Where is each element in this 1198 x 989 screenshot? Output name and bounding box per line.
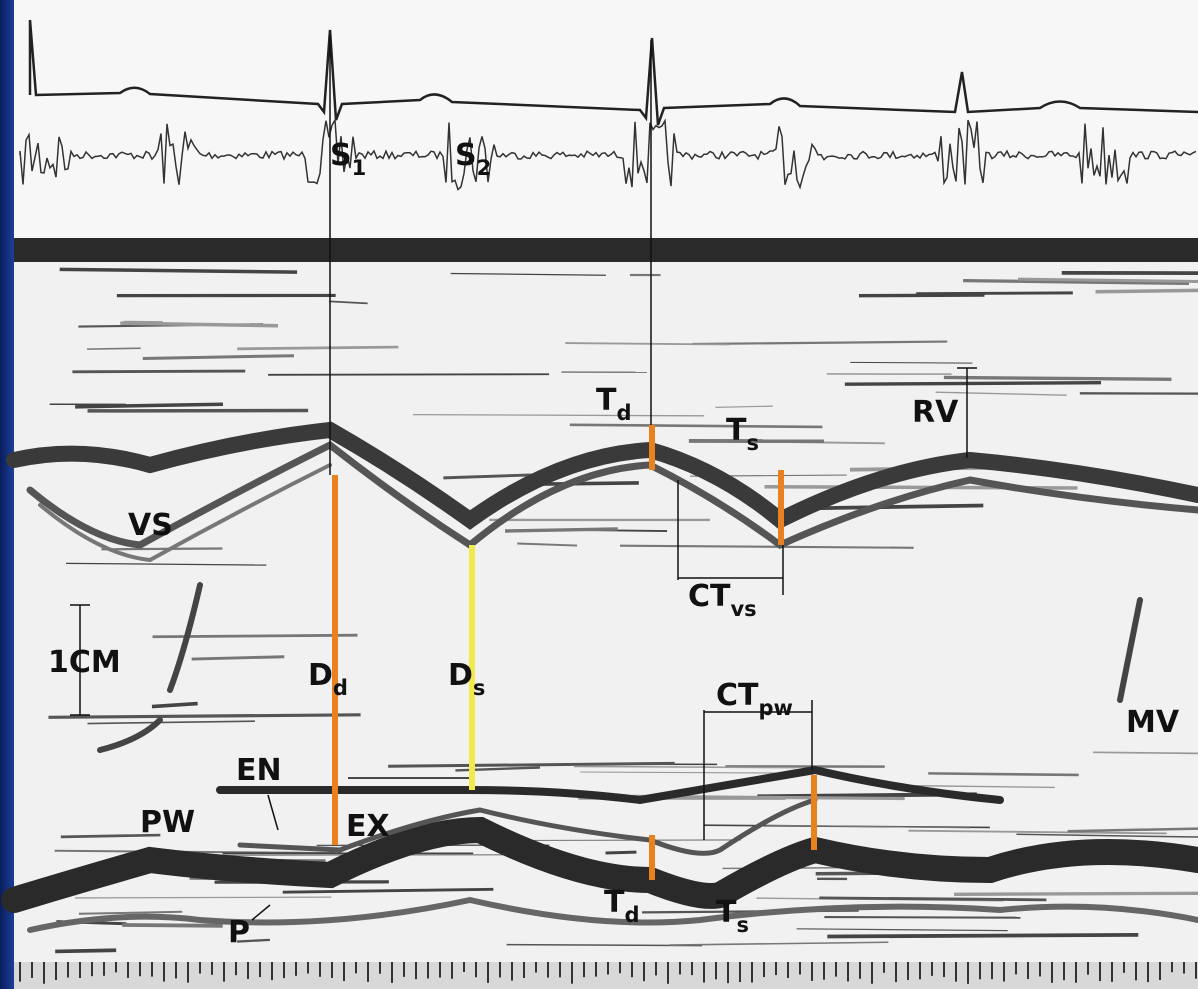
echo-line: [122, 925, 222, 926]
label: EX: [346, 809, 390, 844]
echo-line: [954, 893, 1198, 894]
echo-line: [268, 374, 549, 375]
echo-line: [1096, 290, 1198, 291]
label-text: D: [448, 658, 473, 693]
label: MV: [1126, 705, 1180, 740]
label-text: CT: [716, 678, 759, 713]
label-subscript: pw: [758, 696, 792, 720]
trace-area: [14, 0, 1198, 245]
label: VS: [128, 508, 173, 543]
echo-line: [75, 897, 331, 898]
near-field-band: [14, 238, 1198, 262]
left-border: [0, 0, 14, 989]
echo-line: [72, 371, 245, 372]
label-subscript: 2: [477, 156, 492, 180]
echo-line: [505, 529, 618, 531]
label-text: T: [726, 413, 747, 448]
label: EN: [236, 753, 282, 788]
echo-line: [101, 549, 222, 550]
label-subscript: d: [616, 401, 631, 425]
label-text: S: [330, 138, 352, 173]
label-text: D: [308, 658, 333, 693]
label-text: S: [455, 138, 477, 173]
label-text: CT: [688, 579, 731, 614]
label-subscript: d: [624, 903, 639, 927]
echo-line: [827, 935, 1138, 937]
echo-line: [153, 635, 358, 637]
echo-line: [916, 293, 1073, 294]
label-text: T: [604, 885, 625, 920]
label-subscript: s: [473, 676, 486, 700]
label-subscript: s: [736, 913, 749, 937]
echo-line: [606, 852, 637, 853]
echo-line: [859, 295, 984, 296]
echo-line: [55, 950, 116, 951]
echocardiogram: S1 S2 Td Ts RV VS CTvs 1CM Dd Ds CTpw MV…: [0, 0, 1198, 989]
label-subscript: vs: [730, 597, 756, 621]
echo-line: [845, 383, 1101, 385]
echo-line: [824, 917, 1020, 918]
label: RV: [912, 395, 959, 430]
label: 1CM: [48, 645, 121, 680]
label-text: T: [716, 895, 737, 930]
label-subscript: s: [746, 431, 759, 455]
label: P: [228, 915, 250, 950]
echo-line: [928, 773, 1078, 775]
echo-line: [87, 348, 141, 349]
label-subscript: 1: [352, 156, 367, 180]
label-text: T: [596, 383, 617, 418]
label: PW: [140, 805, 195, 840]
echo-line: [237, 347, 398, 349]
echo-line: [1093, 752, 1198, 753]
echo-line: [944, 377, 1172, 379]
label-subscript: d: [333, 676, 348, 700]
timing-strip: [14, 962, 1198, 989]
